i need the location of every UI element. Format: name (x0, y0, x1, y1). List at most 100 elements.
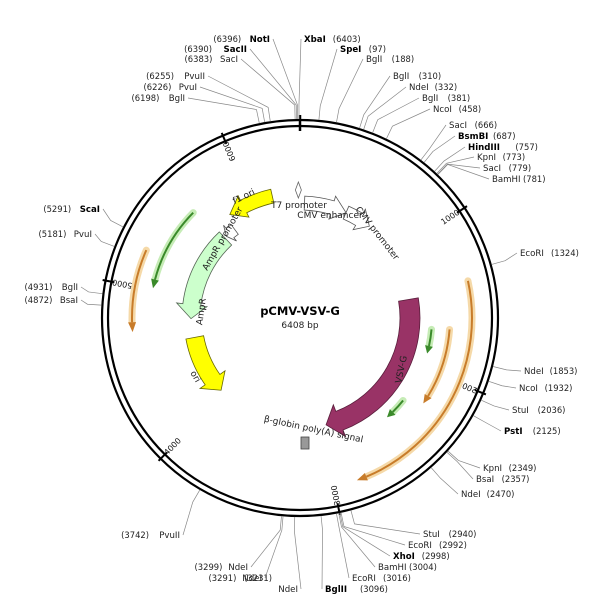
site-position: (2036) (538, 405, 566, 415)
site-line-27 (350, 510, 421, 535)
orange-arrow-2 (131, 249, 148, 323)
site-line-24 (447, 450, 481, 469)
site-ndei-35: NdeI (3291) (209, 573, 262, 584)
site-position: (3742) (121, 530, 149, 540)
site-line-23 (473, 415, 502, 432)
site-position: (6390) (184, 44, 212, 54)
site-position: (3299) (195, 562, 223, 572)
site-ecori-28: EcoRI (2992) (408, 540, 467, 551)
green-arrow-2-halo (151, 209, 197, 284)
site-sacii-1: SacII (6390) (184, 44, 247, 55)
site-ecori-19: EcoRI (1324) (520, 248, 579, 259)
site-line-12 (386, 108, 431, 139)
site-line-40 (94, 233, 115, 247)
feature-ori (185, 335, 226, 391)
site-name: PvuII (184, 72, 205, 82)
site-bgli-5: BglI (6198) (132, 93, 185, 104)
site-position: (757) (515, 142, 538, 152)
site-line-37 (182, 489, 201, 536)
site-line-29 (339, 512, 391, 557)
site-bgli-8: BglI (188) (366, 54, 414, 65)
site-position: (2940) (449, 529, 477, 539)
feature-beta-globin (300, 436, 310, 450)
site-name: PvuI (74, 230, 92, 240)
site-name: BsmBI (458, 132, 488, 142)
site-position: (4872) (25, 295, 53, 305)
site-name: BglI (393, 72, 409, 82)
site-name: NdeI (242, 574, 262, 584)
site-line-15 (434, 146, 466, 172)
site-name: NdeI (524, 367, 544, 377)
site-bglii-32: BglII (3096) (325, 584, 388, 595)
site-position: (3004) (409, 562, 437, 572)
feature-t7-promoter (294, 180, 302, 200)
site-line-19 (491, 252, 518, 265)
site-name: EcoRI (352, 574, 376, 584)
feature-ampr (175, 231, 233, 320)
site-pvuii-37: PvuII (3742) (121, 530, 180, 541)
site-noti-0: NotI (6396) (213, 34, 270, 45)
site-position: (1324) (551, 248, 579, 258)
site-line-13 (420, 124, 447, 161)
site-line-3 (207, 75, 271, 122)
site-name: EcoRI (408, 541, 432, 551)
site-position: (2470) (487, 489, 515, 499)
site-position: (188) (392, 54, 415, 64)
site-line-18 (437, 164, 490, 180)
site-position: (2998) (422, 551, 450, 561)
site-line-39 (80, 286, 103, 295)
site-line-1 (249, 48, 297, 120)
site-line-14 (423, 135, 456, 163)
site-name: SacII (224, 45, 247, 55)
orange-arrow-0 (365, 280, 473, 478)
site-line-38 (80, 299, 102, 306)
feature-label-ampr: AmpR (195, 298, 209, 326)
site-hindiii-15: HindIII (757) (468, 142, 538, 153)
green-arrow-1 (391, 399, 404, 413)
site-name: NcoI (519, 384, 538, 394)
site-ncoi-21: NcoI (1932) (519, 383, 572, 394)
site-ecori-31: EcoRI (3016) (352, 573, 411, 584)
site-bamhi-18: BamHI (781) (492, 174, 546, 185)
site-name: NotI (250, 35, 270, 45)
site-position: (458) (459, 104, 482, 114)
site-ndei-20: NdeI (1853) (524, 366, 577, 377)
site-position: (2992) (439, 540, 467, 550)
tick-6000 (220, 132, 228, 145)
green-arrow-2-head (151, 278, 159, 289)
site-name: BsaI (476, 475, 494, 485)
site-position: (3016) (383, 573, 411, 583)
site-name: ScaI (80, 205, 100, 215)
site-position: (381) (448, 93, 471, 103)
site-position: (6255) (146, 71, 174, 81)
site-name: SacI (449, 121, 467, 131)
feature-cmv-promoter (342, 205, 370, 231)
site-position: (779) (509, 163, 532, 173)
site-ndei-10: NdeI (332) (409, 82, 457, 93)
orange-arrows (128, 246, 476, 481)
tick-label-6000: 6000 (221, 140, 237, 162)
plasmid-name: pCMV-VSV-G (260, 304, 340, 318)
site-line-10 (363, 86, 407, 130)
site-ndei-36: NdeI (3299) (195, 562, 248, 573)
site-bgli-11: BglI (381) (422, 93, 470, 104)
site-line-41 (102, 208, 124, 228)
site-line-17 (437, 163, 481, 175)
site-name: NdeI (278, 585, 298, 595)
site-saci-2: SacI (6383) (185, 54, 238, 65)
feature-cmv-enhancer (303, 195, 347, 220)
site-position: (2349) (509, 463, 537, 473)
site-bgli-39: BglI (4931) (25, 282, 78, 293)
site-line-8 (336, 58, 364, 123)
site-line-4 (199, 86, 266, 123)
feature-f1-ori (229, 188, 275, 218)
site-position: (3231) (244, 573, 272, 583)
site-line-21 (488, 380, 517, 389)
site-name: PvuII (159, 531, 180, 541)
site-position: (5291) (43, 204, 71, 214)
site-line-30 (338, 513, 376, 568)
site-name: SacI (483, 164, 501, 174)
site-position: (1853) (550, 366, 578, 376)
plasmid-size: 6408 bp (281, 321, 318, 331)
